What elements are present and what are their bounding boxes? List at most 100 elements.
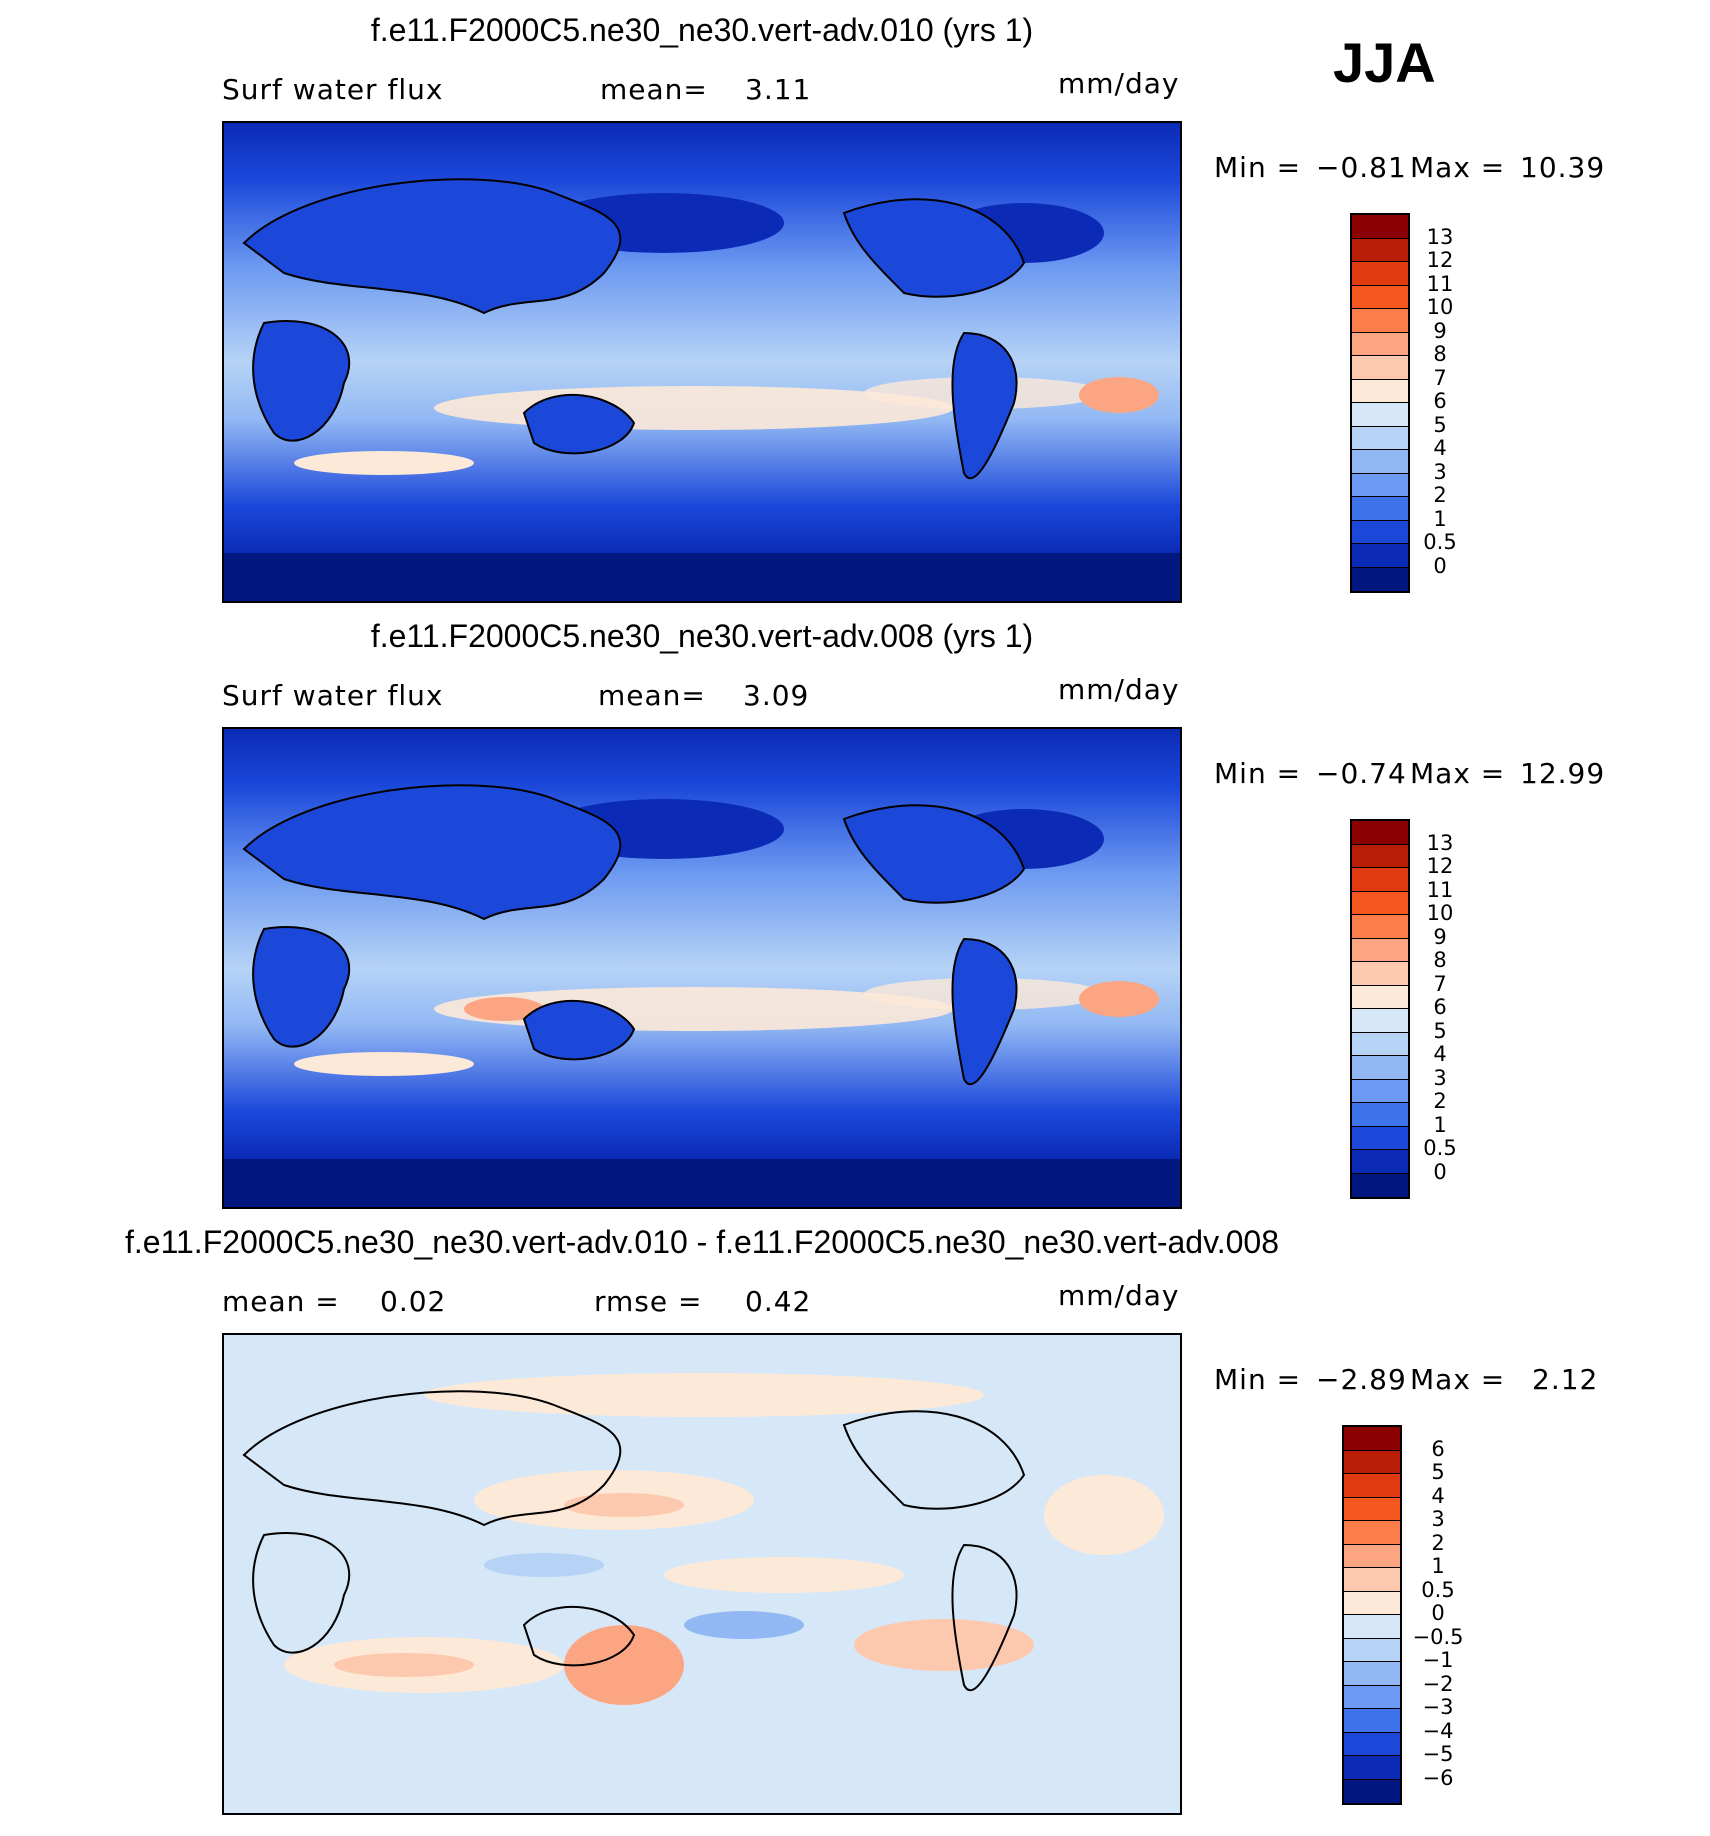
panel-3-min-label: Min = — [1214, 1363, 1302, 1396]
colorbar-swatch — [1352, 1150, 1408, 1174]
panel-2-map — [222, 727, 1182, 1209]
colorbar-tick: 10 — [1426, 901, 1454, 925]
panel-1-mean-label: mean= — [600, 73, 708, 106]
colorbar-swatch — [1344, 1450, 1400, 1474]
colorbar-swatch — [1352, 567, 1408, 591]
panel-2-mean-label: mean= — [598, 679, 706, 712]
panel-3-rmse-value: 0.42 — [745, 1285, 812, 1318]
colorbar-tick: 4 — [1433, 436, 1447, 460]
panel-3-colorbar — [1342, 1425, 1402, 1805]
panel-3-min-value: −2.89 — [1316, 1363, 1407, 1396]
colorbar-swatch — [1352, 985, 1408, 1009]
colorbar-swatch — [1344, 1685, 1400, 1709]
colorbar-tick: 11 — [1426, 272, 1454, 296]
colorbar-tick: 0 — [1433, 1160, 1447, 1184]
panel-2-title: f.e11.F2000C5.ne30_ne30.vert-adv.008 (yr… — [370, 618, 1034, 654]
colorbar-swatch — [1344, 1591, 1400, 1615]
panel-1-title: f.e11.F2000C5.ne30_ne30.vert-adv.010 (yr… — [370, 12, 1034, 48]
colorbar-swatch — [1344, 1732, 1400, 1756]
panel-3-max-label: Max = — [1410, 1363, 1506, 1396]
colorbar-tick: −2 — [1422, 1672, 1454, 1696]
colorbar-tick: 2 — [1433, 483, 1447, 507]
panel-1-colorbar — [1350, 213, 1410, 593]
colorbar-tick: −5 — [1422, 1742, 1454, 1766]
colorbar-swatch — [1352, 473, 1408, 497]
colorbar-tick: 9 — [1433, 925, 1447, 949]
colorbar-swatch — [1352, 1009, 1408, 1033]
panel-1-units: mm/day — [1058, 67, 1180, 100]
colorbar-tick: 0 — [1433, 554, 1447, 578]
colorbar-swatch — [1344, 1756, 1400, 1780]
panel-1-min-label: Min = — [1214, 151, 1302, 184]
colorbar-swatch — [1352, 915, 1408, 939]
colorbar-swatch — [1352, 891, 1408, 915]
colorbar-swatch — [1352, 520, 1408, 544]
colorbar-tick: 12 — [1426, 854, 1454, 878]
colorbar-tick: 4 — [1431, 1484, 1445, 1508]
colorbar-tick: 0.5 — [1421, 1578, 1455, 1602]
colorbar-swatch — [1352, 403, 1408, 427]
colorbar-tick: −3 — [1422, 1695, 1454, 1719]
colorbar-swatch — [1352, 450, 1408, 474]
colorbar-swatch — [1352, 868, 1408, 892]
panel-3-max-value: 2.12 — [1532, 1363, 1599, 1396]
colorbar-swatch — [1344, 1474, 1400, 1498]
colorbar-tick: 13 — [1426, 831, 1454, 855]
colorbar-swatch — [1352, 1126, 1408, 1150]
colorbar-swatch — [1352, 356, 1408, 380]
panel-1-variable-label: Surf water flux — [222, 73, 444, 106]
colorbar-tick: 1 — [1433, 1113, 1447, 1137]
colorbar-tick: 3 — [1431, 1507, 1445, 1531]
colorbar-tick: 3 — [1433, 460, 1447, 484]
colorbar-tick: 4 — [1433, 1042, 1447, 1066]
panel-3-rmse-label: rmse = — [594, 1285, 703, 1318]
panel-3-title: f.e11.F2000C5.ne30_ne30.vert-adv.010 - f… — [125, 1224, 1279, 1260]
colorbar-swatch — [1352, 1103, 1408, 1127]
colorbar-tick: 5 — [1431, 1460, 1445, 1484]
panel-1-max-value: 10.39 — [1520, 151, 1606, 184]
colorbar-tick: 8 — [1433, 342, 1447, 366]
colorbar-tick: 6 — [1431, 1437, 1445, 1461]
colorbar-swatch — [1352, 821, 1408, 845]
colorbar-swatch — [1344, 1427, 1400, 1451]
colorbar-swatch — [1344, 1615, 1400, 1639]
colorbar-swatch — [1352, 544, 1408, 568]
season-label: JJA — [1333, 31, 1436, 94]
panel-1-min-value: −0.81 — [1316, 151, 1407, 184]
colorbar-tick: 6 — [1433, 389, 1447, 413]
colorbar-swatch — [1344, 1662, 1400, 1686]
colorbar-swatch — [1344, 1521, 1400, 1545]
panel-2-mean-value: 3.09 — [743, 679, 810, 712]
colorbar-swatch — [1352, 215, 1408, 239]
colorbar-tick: 5 — [1433, 1019, 1447, 1043]
colorbar-tick: −1 — [1422, 1648, 1454, 1672]
colorbar-tick: 5 — [1433, 413, 1447, 437]
colorbar-tick: 2 — [1431, 1531, 1445, 1555]
panel-2-map-field — [224, 729, 1180, 1207]
panel-1-map — [222, 121, 1182, 603]
panel-1-max-label: Max = — [1410, 151, 1506, 184]
panel-2-min-value: −0.74 — [1316, 757, 1407, 790]
colorbar-swatch — [1352, 497, 1408, 521]
panel-1-map-field — [224, 123, 1180, 601]
colorbar-tick: 7 — [1433, 366, 1447, 390]
colorbar-swatch — [1352, 426, 1408, 450]
panel-1-mean-value: 3.11 — [745, 73, 812, 106]
panel-3-map-field — [224, 1335, 1180, 1813]
colorbar-tick: −0.5 — [1412, 1625, 1464, 1649]
colorbar-swatch — [1352, 262, 1408, 286]
colorbar-swatch — [1344, 1638, 1400, 1662]
panel-2-units: mm/day — [1058, 673, 1180, 706]
colorbar-swatch — [1344, 1544, 1400, 1568]
panel-2-min-label: Min = — [1214, 757, 1302, 790]
colorbar-swatch — [1352, 332, 1408, 356]
colorbar-tick: 8 — [1433, 948, 1447, 972]
colorbar-tick: 2 — [1433, 1089, 1447, 1113]
colorbar-swatch — [1344, 1709, 1400, 1733]
colorbar-swatch — [1344, 1568, 1400, 1592]
panel-3-map — [222, 1333, 1182, 1815]
colorbar-tick: 1 — [1433, 507, 1447, 531]
panel-3-mean-label: mean = — [222, 1285, 340, 1318]
colorbar-tick: 0.5 — [1423, 1136, 1457, 1160]
colorbar-tick: 13 — [1426, 225, 1454, 249]
